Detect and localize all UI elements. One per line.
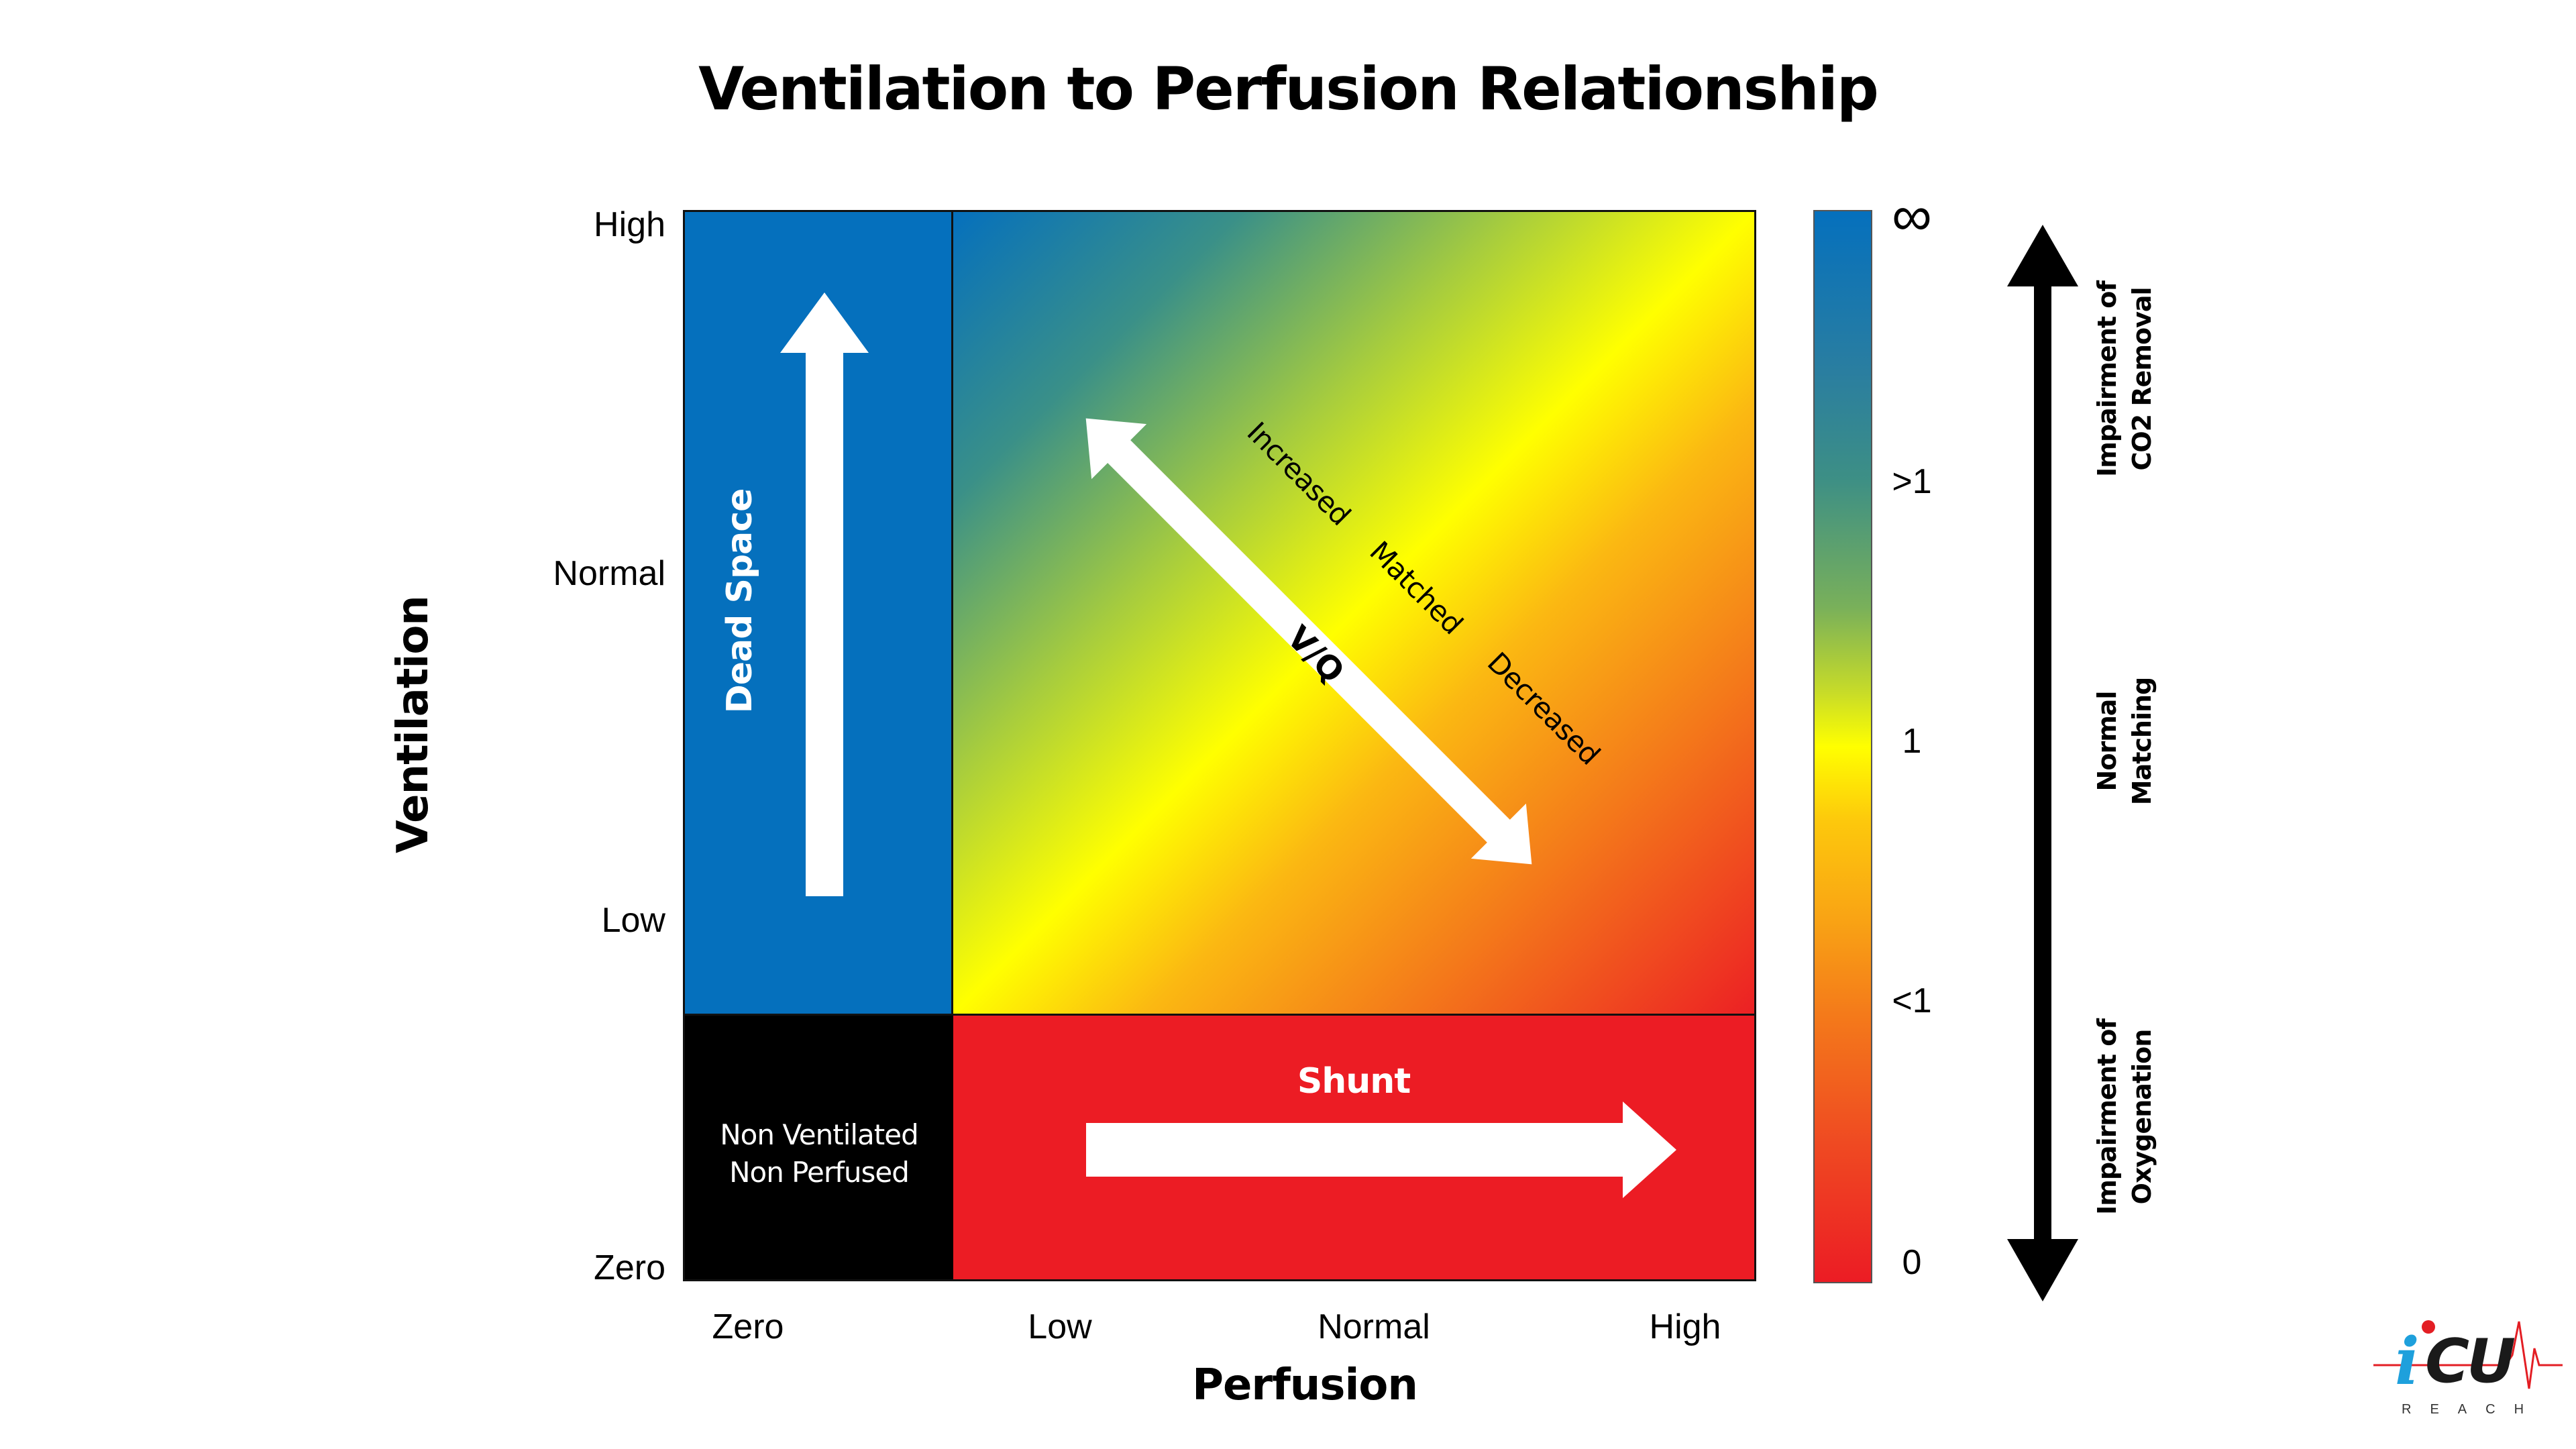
- dead-space-region: Dead Space: [685, 212, 953, 1014]
- y-tick-low: Low: [601, 901, 665, 940]
- logo-reach: REACH: [2402, 1402, 2543, 1417]
- y-tick-normal: Normal: [553, 554, 665, 593]
- colorbar-tick-1: 1: [1902, 722, 1922, 761]
- shunt-label: Shunt: [1297, 1061, 1411, 1102]
- arrow-up-icon: [780, 292, 869, 896]
- y-axis-ticks: High Normal Low Zero: [402, 0, 665, 1449]
- y-tick-high: High: [594, 205, 665, 244]
- arrow-right-icon: [1086, 1102, 1676, 1198]
- x-axis-label: Perfusion: [1192, 1360, 1418, 1410]
- ecg-pulse-icon: [2373, 1320, 2563, 1389]
- logo-i: i: [2395, 1324, 2420, 1399]
- x-tick-high: High: [1649, 1307, 1721, 1346]
- colorbar-tick-infinity: ∞: [1892, 184, 1932, 248]
- logo-cu: CU: [2425, 1326, 2516, 1397]
- vq-plot-area: Dead Space Increased Matched Decreased V…: [683, 210, 1756, 1281]
- shunt-region: Shunt: [953, 1014, 1754, 1279]
- y-tick-zero: Zero: [594, 1248, 665, 1287]
- dead-space-label-text: Dead Space: [720, 488, 760, 714]
- icu-reach-logo: i CU REACH: [2368, 1315, 2563, 1422]
- non-ventilated-non-perfused-region: Non Ventilated Non Perfused: [685, 1014, 953, 1279]
- diagram-title: Ventilation to Perfusion Relationship: [698, 54, 1879, 123]
- colorbar-tick-zero: 0: [1902, 1243, 1922, 1282]
- vertical-double-arrow-icon: [2007, 225, 2078, 1301]
- x-tick-zero: Zero: [712, 1307, 784, 1346]
- non-ventilated-label: Non Ventilated Non Perfused: [720, 1118, 919, 1189]
- colorbar-tick-greater-than-1: >1: [1892, 462, 1932, 501]
- double-arrow-diagonal-icon: [1085, 418, 1532, 865]
- x-tick-low: Low: [1028, 1307, 1092, 1346]
- vq-colorbar: [1813, 210, 1872, 1283]
- colorbar-tick-less-than-1: <1: [1892, 981, 1932, 1020]
- x-tick-normal: Normal: [1318, 1307, 1430, 1346]
- vq-gradient-region: Increased Matched Decreased V/Q: [953, 212, 1754, 1014]
